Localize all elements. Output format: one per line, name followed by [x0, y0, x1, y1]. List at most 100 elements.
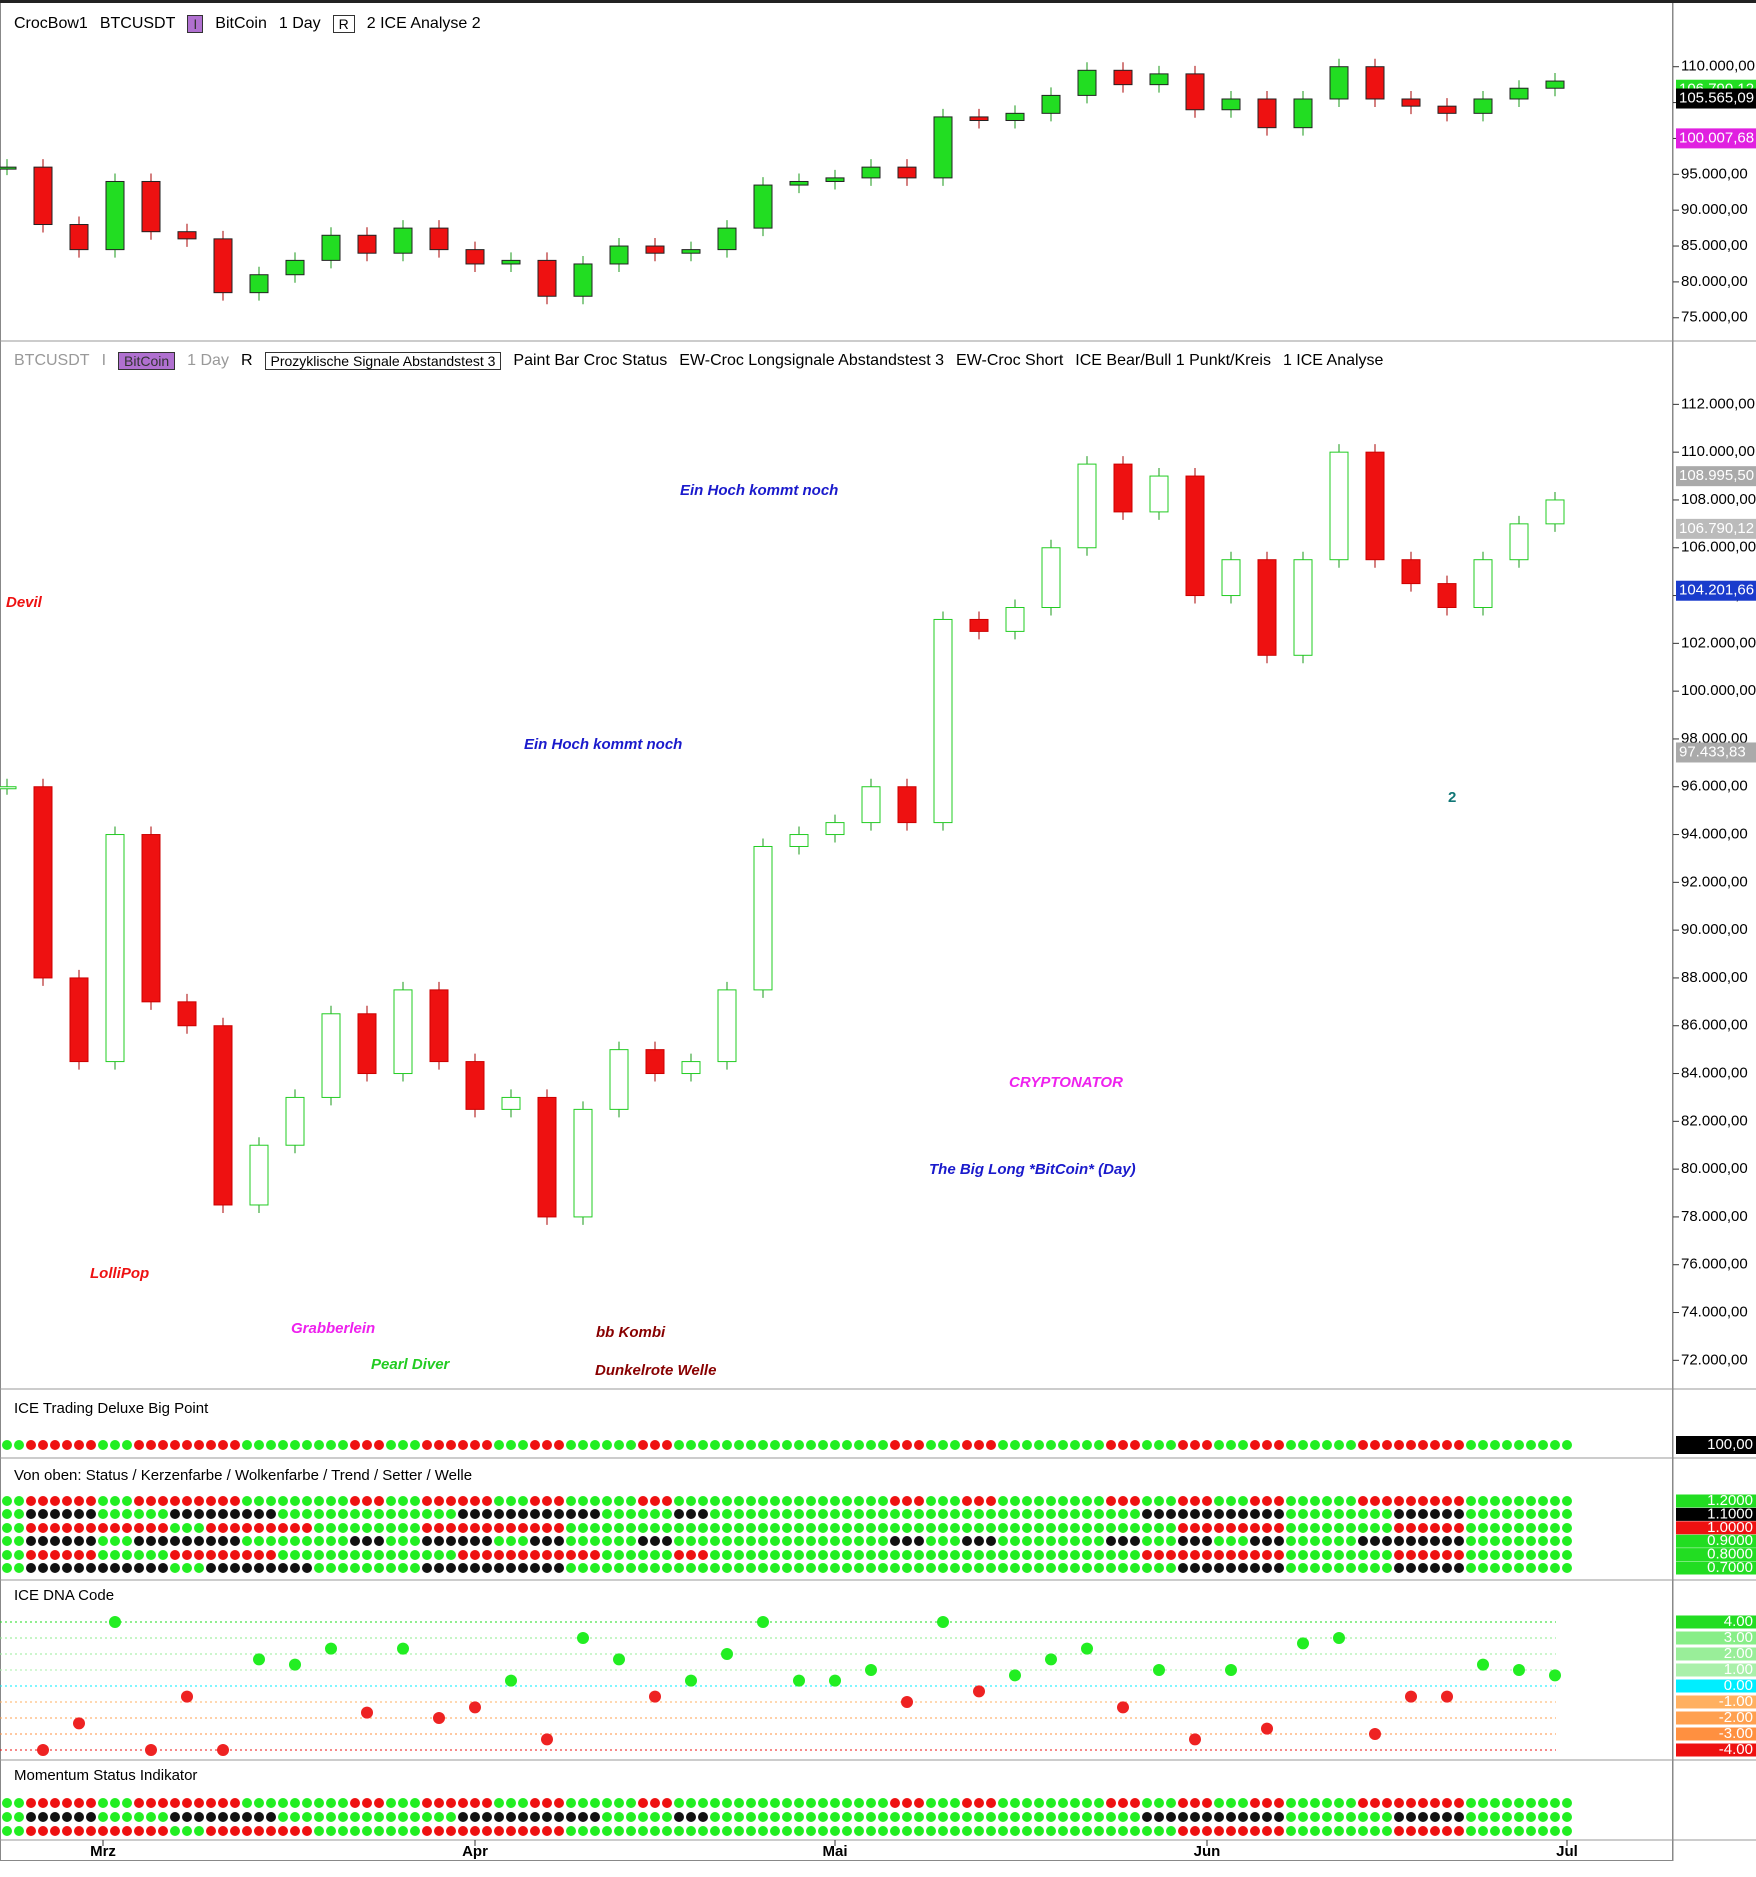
status-dot: [926, 1509, 936, 1519]
status-dot: [1178, 1509, 1188, 1519]
candle: [1293, 559, 1313, 656]
toolbar-item[interactable]: I: [101, 352, 107, 369]
dna-dot: [37, 1744, 49, 1756]
annotation: LolliPop: [90, 1265, 149, 1282]
status-dot: [158, 1536, 168, 1546]
toolbar-item[interactable]: R: [240, 352, 253, 369]
status-dot: [1418, 1496, 1428, 1506]
status-dot: [1370, 1509, 1380, 1519]
status-dot: [1046, 1812, 1056, 1822]
status-dot: [782, 1563, 792, 1573]
status-dot: [134, 1440, 144, 1450]
status-dot: [1346, 1550, 1356, 1560]
status-dot: [1454, 1440, 1464, 1450]
status-dot: [722, 1798, 732, 1808]
level-label: 100,00: [1707, 1436, 1753, 1453]
status-dot: [1010, 1509, 1020, 1519]
candle: [1221, 559, 1241, 597]
status-dot: [38, 1523, 48, 1533]
status-dot: [926, 1798, 936, 1808]
status-dot: [542, 1550, 552, 1560]
status-dot: [1094, 1440, 1104, 1450]
toolbar-item[interactable]: Prozyklische Signale Abstandstest 3: [264, 352, 502, 370]
toolbar-item[interactable]: 1 Day: [278, 15, 321, 32]
status-dot: [302, 1509, 312, 1519]
toolbar-item[interactable]: 2 ICE Analyse 2: [366, 15, 481, 32]
status-dot: [254, 1826, 264, 1836]
status-dot: [1022, 1812, 1032, 1822]
status-dot: [194, 1812, 204, 1822]
status-dot: [1298, 1536, 1308, 1546]
status-dot: [1562, 1496, 1572, 1506]
status-dot: [1478, 1440, 1488, 1450]
status-dot: [1322, 1440, 1332, 1450]
status-dot: [830, 1550, 840, 1560]
y-tick-label: 86.000,00: [1681, 1017, 1748, 1034]
status-dot: [794, 1798, 804, 1808]
toolbar-item[interactable]: I: [187, 15, 204, 33]
status-dot: [866, 1536, 876, 1546]
status-dot: [926, 1523, 936, 1533]
status-dot: [674, 1440, 684, 1450]
status-dot: [1358, 1523, 1368, 1533]
status-dot: [206, 1826, 216, 1836]
toolbar-item[interactable]: 1 ICE Analyse: [1282, 352, 1384, 369]
status-dot: [338, 1523, 348, 1533]
status-dot: [1418, 1563, 1428, 1573]
status-dot: [482, 1812, 492, 1822]
status-dot: [434, 1826, 444, 1836]
status-dot: [530, 1509, 540, 1519]
status-dot: [50, 1509, 60, 1519]
status-dot: [170, 1550, 180, 1560]
status-dot: [1130, 1496, 1140, 1506]
level-label: 0.9000: [1707, 1532, 1753, 1549]
status-dot: [1562, 1509, 1572, 1519]
toolbar-item[interactable]: R: [332, 15, 355, 33]
toolbar-item[interactable]: EW-Croc Short: [956, 352, 1064, 369]
toolbar-item[interactable]: BitCoin: [118, 352, 176, 370]
status-dot: [1490, 1812, 1500, 1822]
candle: [933, 618, 953, 824]
toolbar-item[interactable]: ICE Bear/Bull 1 Punkt/Kreis: [1075, 352, 1271, 369]
status-dot: [854, 1563, 864, 1573]
status-dot: [494, 1496, 504, 1506]
toolbar-item[interactable]: BTCUSDT: [99, 15, 176, 32]
status-dot: [14, 1509, 24, 1519]
toolbar-item[interactable]: 1 Day: [187, 352, 229, 369]
status-dot: [278, 1798, 288, 1808]
status-dot: [1334, 1509, 1344, 1519]
status-dot: [1442, 1812, 1452, 1822]
status-dot: [890, 1536, 900, 1546]
status-dot: [290, 1536, 300, 1546]
status-dot: [1478, 1826, 1488, 1836]
status-dot: [686, 1509, 696, 1519]
status-dot: [1310, 1826, 1320, 1836]
status-dot: [2, 1523, 12, 1533]
status-dot: [1490, 1496, 1500, 1506]
candle: [933, 116, 953, 179]
status-dot: [1562, 1563, 1572, 1573]
status-dot: [230, 1440, 240, 1450]
status-dot: [830, 1536, 840, 1546]
status-dot: [38, 1440, 48, 1450]
status-dot: [974, 1563, 984, 1573]
status-dot: [1394, 1536, 1404, 1546]
status-dot: [1262, 1509, 1272, 1519]
status-dot: [446, 1509, 456, 1519]
status-dot: [50, 1563, 60, 1573]
status-dot: [122, 1509, 132, 1519]
status-dot: [182, 1550, 192, 1560]
toolbar-item[interactable]: BitCoin: [215, 15, 267, 32]
toolbar-item[interactable]: EW-Croc Longsignale Abstandstest 3: [679, 352, 945, 369]
toolbar-item[interactable]: BTCUSDT: [14, 352, 90, 369]
status-dot: [1370, 1523, 1380, 1533]
candle: [501, 259, 521, 265]
status-dot: [1334, 1563, 1344, 1573]
status-dot: [1022, 1496, 1032, 1506]
level-tag: [1676, 1561, 1756, 1575]
toolbar-item[interactable]: Paint Bar Croc Status: [513, 352, 668, 369]
status-dot: [266, 1563, 276, 1573]
status-dot: [26, 1826, 36, 1836]
price-tag: [1676, 466, 1756, 487]
toolbar-item[interactable]: CrocBow1: [14, 15, 88, 32]
